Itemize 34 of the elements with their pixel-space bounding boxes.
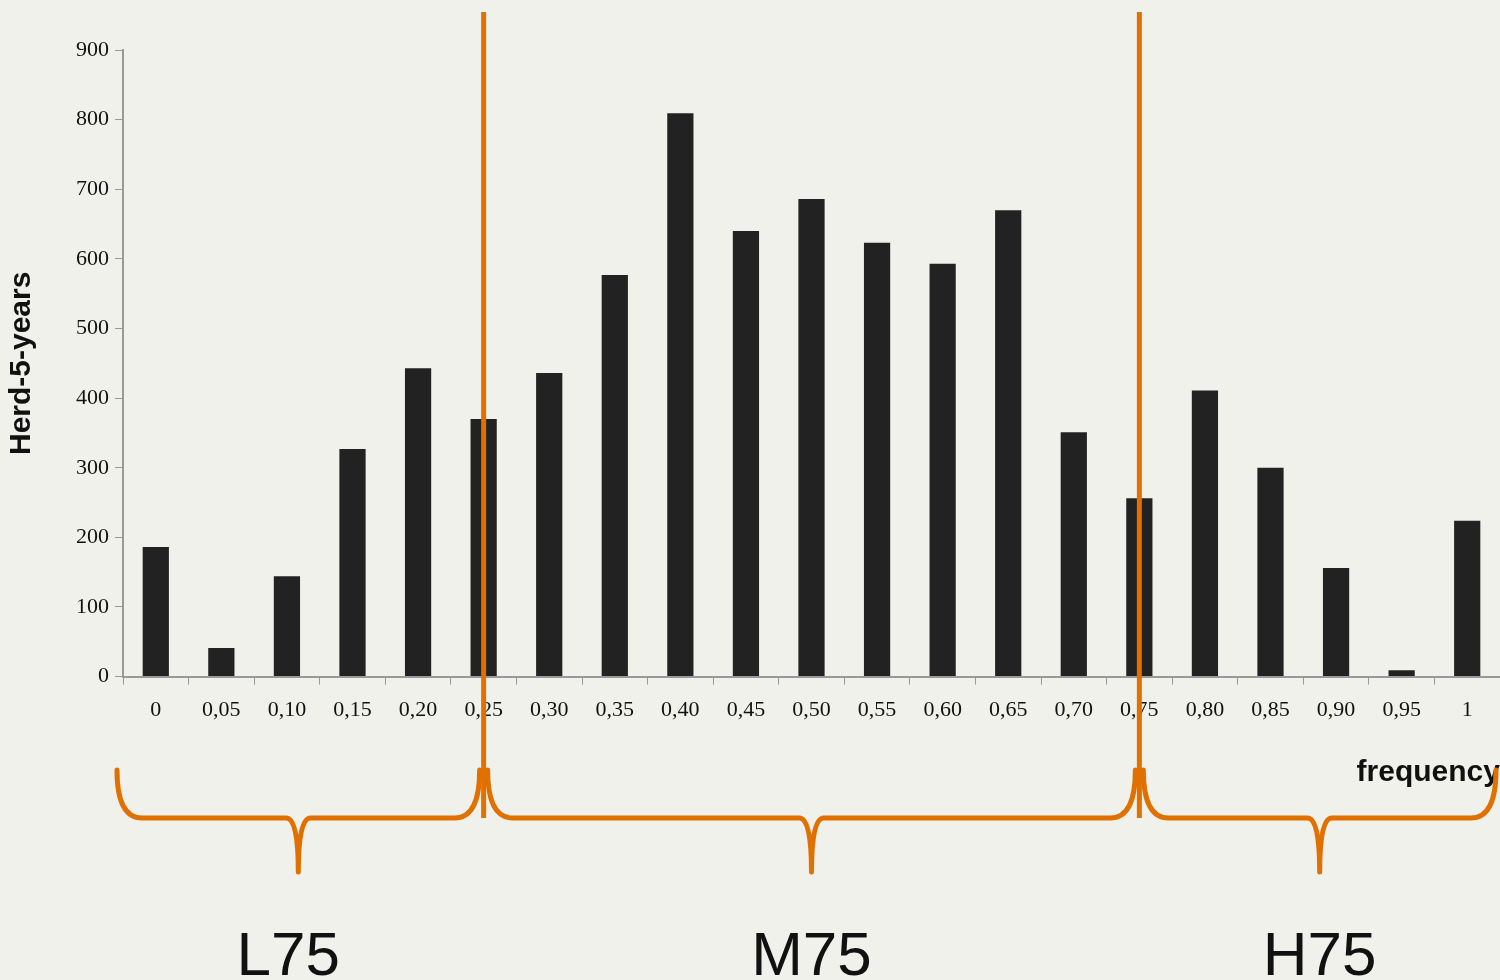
x-tick-label: 0,90 [1316, 695, 1356, 721]
y-tick-label: 800 [76, 105, 109, 131]
x-tick-label: 0,35 [595, 695, 635, 721]
y-tick-label: 600 [76, 244, 109, 270]
x-tick-label: 0,60 [923, 695, 962, 721]
x-axis-title: frequency [1356, 754, 1500, 788]
x-tick-label: 0 [150, 695, 162, 721]
text: M75 [751, 919, 872, 980]
x-tick-label: 0,65 [988, 695, 1028, 721]
x-tick-label: 0,95 [1382, 695, 1421, 721]
x-tick-label: 0,20 [398, 695, 438, 721]
y-tick-label: 400 [76, 383, 109, 409]
y-tick-label: 200 [76, 523, 109, 549]
y-axis-title: Herd-5-years [3, 271, 37, 456]
y-tick-label: 700 [76, 175, 109, 201]
x-tick-label: 0,50 [792, 695, 831, 721]
y-tick-label: 0 [98, 662, 109, 688]
x-tick-label: 0,45 [726, 695, 766, 721]
text: H75 [1262, 919, 1377, 980]
text: L75 [236, 919, 341, 980]
x-tick-label: 0,15 [333, 695, 372, 721]
x-tick-label: 0,85 [1251, 695, 1290, 721]
x-tick-label: 0,10 [267, 695, 307, 721]
y-tick-label: 500 [76, 314, 109, 340]
x-tick-label: 0,40 [661, 695, 700, 721]
y-tick-label: 900 [76, 35, 109, 61]
x-tick-label: 0,05 [202, 695, 241, 721]
x-tick-label: 1 [1461, 695, 1473, 721]
y-tick-label: 100 [76, 592, 109, 618]
y-tick-label: 300 [76, 453, 109, 479]
x-tick-label: 0,70 [1054, 695, 1094, 721]
x-tick-label: 0,55 [857, 695, 897, 721]
x-tick-label: 0,30 [529, 695, 569, 721]
x-tick-label: 0,80 [1185, 695, 1225, 721]
